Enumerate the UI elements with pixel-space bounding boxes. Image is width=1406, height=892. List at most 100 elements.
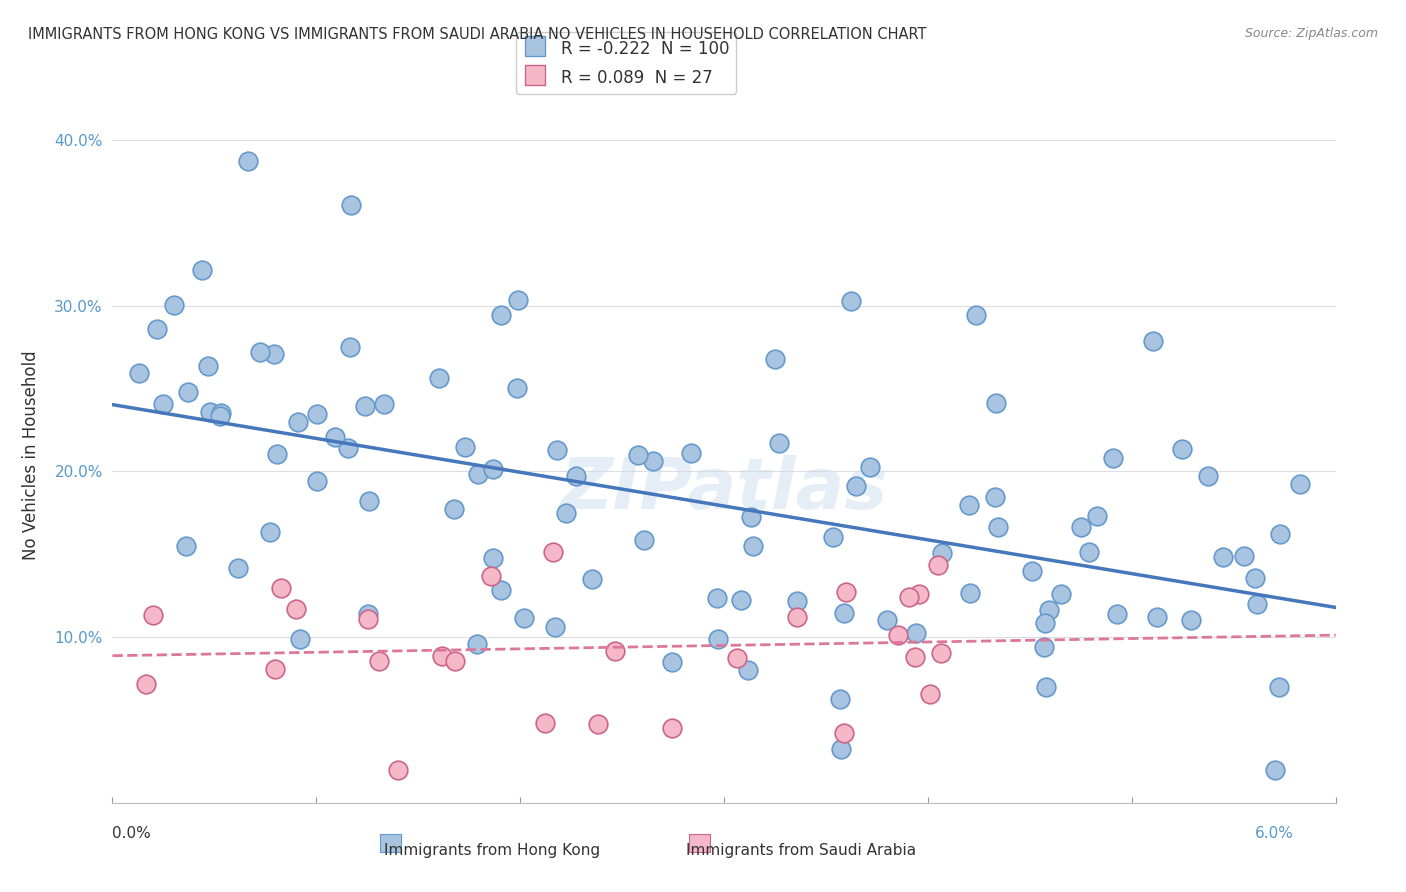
Immigrants from Hong Kong (828, 691, 851, 706)
Immigrants from Hong Kong (340, 198, 363, 212)
Immigrants from Hong Kong (839, 294, 862, 309)
Immigrants from Hong Kong (546, 443, 568, 458)
Text: Immigrants from Hong Kong: Immigrants from Hong Kong (384, 843, 600, 858)
Immigrants from Saudi Arabia (285, 602, 308, 616)
Immigrants from Hong Kong (768, 436, 790, 450)
Immigrants from Hong Kong (1288, 477, 1310, 491)
Immigrants from Hong Kong (1033, 640, 1056, 654)
Immigrants from Hong Kong (259, 525, 281, 540)
Immigrants from Hong Kong (1197, 469, 1219, 483)
Immigrants from Hong Kong (957, 499, 980, 513)
Immigrants from Hong Kong (984, 396, 1007, 410)
Immigrants from Hong Kong (152, 397, 174, 411)
Immigrants from Hong Kong (681, 446, 703, 460)
Immigrants from Hong Kong (357, 607, 380, 622)
Immigrants from Hong Kong (730, 592, 752, 607)
Immigrants from Saudi Arabia (897, 590, 920, 604)
Immigrants from Hong Kong (763, 352, 786, 367)
Immigrants from Hong Kong (931, 546, 953, 560)
Text: IMMIGRANTS FROM HONG KONG VS IMMIGRANTS FROM SAUDI ARABIA NO VEHICLES IN HOUSEHO: IMMIGRANTS FROM HONG KONG VS IMMIGRANTS … (28, 27, 927, 42)
Immigrants from Hong Kong (984, 491, 1007, 505)
Immigrants from Hong Kong (162, 298, 184, 312)
Immigrants from Saudi Arabia (443, 654, 465, 668)
Immigrants from Saudi Arabia (263, 662, 285, 676)
Immigrants from Hong Kong (288, 632, 311, 647)
Immigrants from Hong Kong (1077, 545, 1099, 559)
Immigrants from Saudi Arabia (356, 612, 378, 626)
Immigrants from Hong Kong (506, 293, 529, 307)
Immigrants from Hong Kong (336, 441, 359, 455)
Immigrants from Hong Kong (987, 520, 1010, 534)
Immigrants from Hong Kong (823, 530, 845, 544)
Immigrants from Saudi Arabia (270, 582, 292, 596)
Immigrants from Saudi Arabia (908, 587, 931, 601)
Immigrants from Hong Kong (544, 620, 567, 634)
Immigrants from Hong Kong (177, 385, 200, 400)
Immigrants from Hong Kong (427, 371, 450, 385)
Immigrants from Hong Kong (786, 594, 808, 608)
Text: ZIPatlas: ZIPatlas (561, 455, 887, 524)
Immigrants from Hong Kong (1268, 527, 1291, 541)
Immigrants from Hong Kong (1035, 681, 1057, 695)
Immigrants from Hong Kong (707, 632, 730, 647)
Immigrants from Saudi Arabia (142, 607, 165, 622)
Immigrants from Saudi Arabia (920, 687, 942, 701)
Immigrants from Hong Kong (832, 606, 855, 620)
Immigrants from Hong Kong (830, 742, 852, 756)
Immigrants from Hong Kong (339, 340, 361, 354)
Immigrants from Hong Kong (1033, 615, 1056, 630)
Immigrants from Hong Kong (128, 366, 150, 380)
Immigrants from Hong Kong (965, 309, 987, 323)
Immigrants from Hong Kong (353, 399, 375, 413)
Immigrants from Saudi Arabia (588, 716, 610, 731)
Immigrants from Saudi Arabia (135, 677, 157, 691)
Immigrants from Hong Kong (633, 533, 655, 548)
Immigrants from Saudi Arabia (835, 584, 858, 599)
Immigrants from Saudi Arabia (927, 558, 949, 573)
Immigrants from Saudi Arabia (541, 545, 564, 559)
Immigrants from Hong Kong (1264, 763, 1286, 777)
Immigrants from Hong Kong (876, 613, 898, 627)
Immigrants from Hong Kong (1085, 508, 1108, 523)
Immigrants from Hong Kong (1246, 597, 1268, 611)
Immigrants from Hong Kong (481, 550, 503, 565)
Immigrants from Hong Kong (513, 611, 536, 625)
Immigrants from Hong Kong (1233, 549, 1256, 564)
Immigrants from Hong Kong (1142, 334, 1164, 348)
Immigrants from Saudi Arabia (603, 644, 626, 658)
Immigrants from Hong Kong (1038, 603, 1060, 617)
Immigrants from Hong Kong (307, 407, 329, 421)
Immigrants from Hong Kong (287, 416, 309, 430)
Immigrants from Hong Kong (506, 381, 529, 395)
Y-axis label: No Vehicles in Household: No Vehicles in Household (22, 350, 41, 560)
Immigrants from Hong Kong (1146, 610, 1168, 624)
Immigrants from Saudi Arabia (387, 763, 409, 777)
Immigrants from Hong Kong (581, 573, 603, 587)
Immigrants from Hong Kong (905, 626, 928, 640)
Immigrants from Hong Kong (307, 474, 329, 488)
Immigrants from Hong Kong (661, 656, 683, 670)
Immigrants from Hong Kong (190, 262, 212, 277)
Immigrants from Hong Kong (491, 308, 513, 322)
Immigrants from Saudi Arabia (725, 651, 748, 665)
Immigrants from Saudi Arabia (929, 646, 952, 660)
Immigrants from Saudi Arabia (886, 628, 908, 642)
Immigrants from Hong Kong (1244, 571, 1267, 585)
Text: 6.0%: 6.0% (1254, 827, 1294, 841)
Immigrants from Hong Kong (1070, 520, 1092, 534)
Immigrants from Hong Kong (740, 509, 762, 524)
Immigrants from Hong Kong (1212, 550, 1234, 565)
Immigrants from Hong Kong (627, 448, 650, 462)
Immigrants from Hong Kong (249, 345, 271, 359)
Immigrants from Hong Kong (564, 469, 586, 483)
Immigrants from Saudi Arabia (904, 649, 927, 664)
Immigrants from Saudi Arabia (368, 654, 391, 668)
Immigrants from Hong Kong (706, 591, 728, 606)
Immigrants from Hong Kong (238, 153, 260, 168)
Immigrants from Hong Kong (197, 359, 219, 373)
Immigrants from Hong Kong (489, 583, 512, 598)
Immigrants from Hong Kong (263, 347, 285, 361)
Text: Source: ZipAtlas.com: Source: ZipAtlas.com (1244, 27, 1378, 40)
Immigrants from Hong Kong (323, 430, 346, 444)
Immigrants from Hong Kong (959, 586, 981, 600)
